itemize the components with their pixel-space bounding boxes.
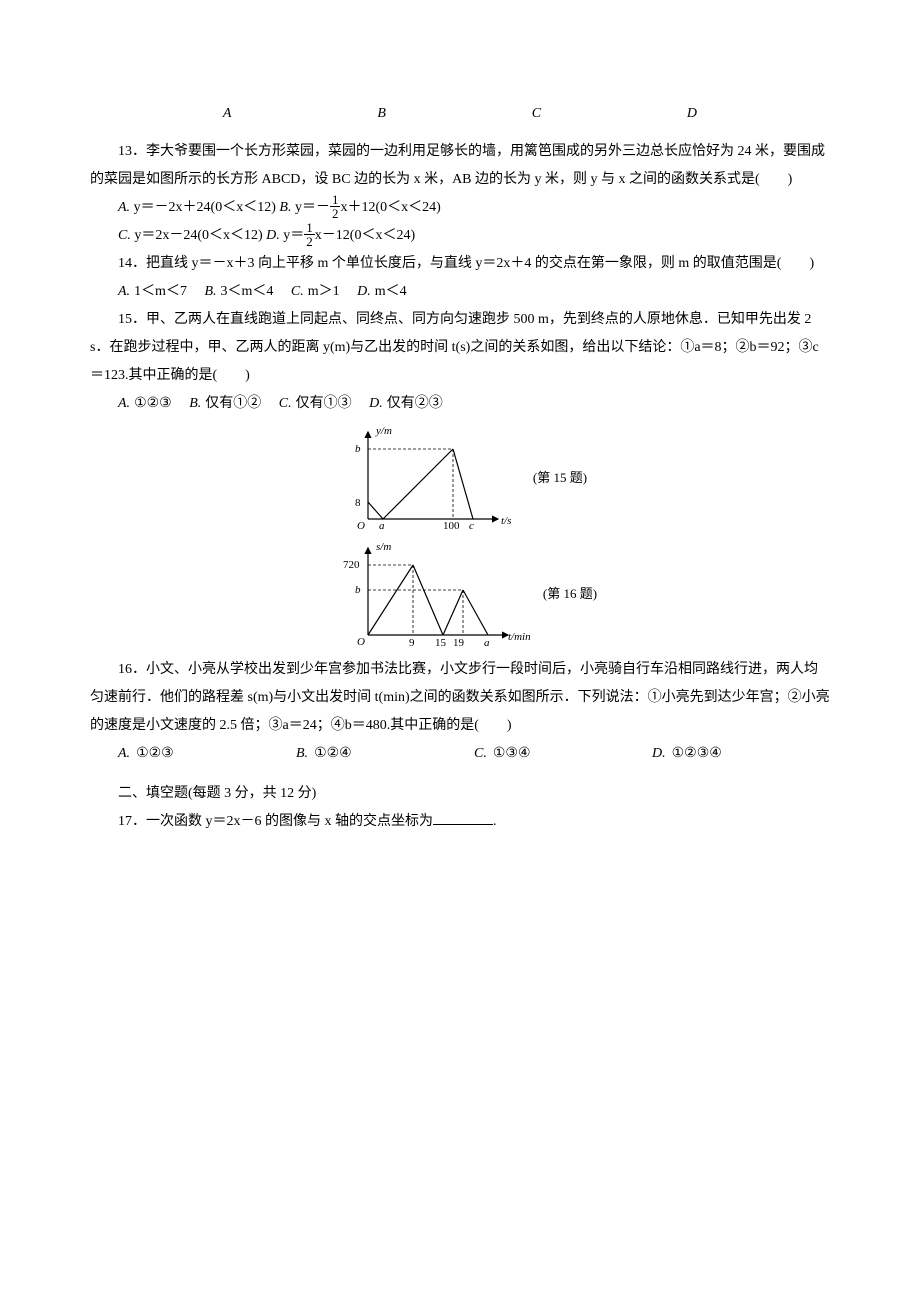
q14-optB-label: B.: [204, 284, 216, 299]
q15-100: 100: [443, 520, 460, 532]
q15-chart-svg: y/m b 8 O a 100 c t/s: [333, 424, 533, 534]
q13-optB-post: x＋12(0＜x＜24): [340, 200, 440, 215]
q14-optC-label: C.: [291, 284, 304, 299]
q15-O: O: [357, 520, 365, 532]
header-c: C: [532, 100, 541, 128]
q16-body: 小文、小亮从学校出发到少年宫参加书法比赛，小文步行一段时间后，小亮骑自行车沿相同…: [90, 662, 830, 733]
q15-optB-label: B.: [189, 396, 201, 411]
q16-options: A. ①②③ B. ①②④ C. ①③④ D. ①②③④: [90, 740, 830, 768]
q13-optD-frac: 12: [304, 221, 315, 248]
q13-num: 13．: [118, 144, 146, 159]
q16-19: 19: [453, 637, 465, 649]
q15-optC-label: C.: [279, 396, 292, 411]
header-b: B: [377, 100, 386, 128]
q16-chart-svg: s/m 720 b O 9 15 19 a t/min: [323, 540, 543, 650]
q13-options: A. y＝－2x＋24(0＜x＜12) B. y＝－12x＋12(0＜x＜24)…: [118, 194, 830, 250]
q15-caption: (第 15 题): [533, 470, 587, 485]
q15-b: b: [355, 443, 361, 455]
q13-optD-post: x－12(0＜x＜24): [315, 228, 415, 243]
q17-pre: 一次函数 y＝2x－6 的图像与 x 轴的交点坐标为: [146, 814, 433, 829]
q15-body: 甲、乙两人在直线跑道上同起点、同终点、同方向匀速跑步 500 m，先到终点的人原…: [90, 312, 819, 383]
q14-text: 14．把直线 y＝－x＋3 向上平移 m 个单位长度后，与直线 y＝2x＋4 的…: [90, 250, 830, 278]
q15-optA: ①②③: [134, 396, 172, 411]
q13-optA-label: A.: [118, 200, 130, 215]
header-a: A: [223, 100, 232, 128]
q15-num: 15．: [118, 312, 146, 327]
q16-caption: (第 16 题): [543, 586, 597, 601]
q17-text: 17．一次函数 y＝2x－6 的图像与 x 轴的交点坐标为.: [90, 808, 830, 836]
q15-options: A. ①②③ B. 仅有①② C. 仅有①③ D. 仅有②③: [90, 390, 830, 418]
q15-optA-label: A.: [118, 396, 130, 411]
q13-optA: y＝－2x＋24(0＜x＜12): [134, 200, 276, 215]
q17-post: .: [493, 814, 497, 829]
q15-c: c: [469, 520, 474, 532]
abcd-header-row: A B C D: [90, 100, 830, 128]
q16-optD: ①②③④: [672, 746, 722, 761]
q14-optA: 1＜m＜7: [134, 284, 187, 299]
q14-optB: 3＜m＜4: [221, 284, 274, 299]
q16-optC-label: C.: [474, 746, 487, 761]
q15-optD-label: D.: [369, 396, 383, 411]
q16-O: O: [357, 636, 365, 648]
q13-optB-label: B.: [279, 200, 291, 215]
q16-9: 9: [409, 637, 415, 649]
q14-optA-label: A.: [118, 284, 130, 299]
q13-optB-pre: y＝－: [295, 200, 330, 215]
q16-720: 720: [343, 559, 360, 571]
q16-optA: ①②③: [136, 746, 174, 761]
q13-text: 13．李大爷要围一个长方形菜园，菜园的一边利用足够长的墙，用篱笆围成的另外三边总…: [90, 138, 830, 194]
q16-optC: ①③④: [493, 746, 531, 761]
q16-figure: s/m 720 b O 9 15 19 a t/min (第 16 题): [90, 540, 830, 650]
q16-b: b: [355, 584, 361, 596]
q16-text: 16．小文、小亮从学校出发到少年宫参加书法比赛，小文步行一段时间后，小亮骑自行车…: [90, 656, 830, 740]
q16-ylabel: s/m: [376, 541, 391, 553]
q13-optD-label: D.: [266, 228, 280, 243]
q16-xlabel: t/min: [508, 631, 531, 643]
q16-num: 16．: [118, 662, 146, 677]
q16-optB-label: B.: [296, 746, 308, 761]
q16-optA-label: A.: [118, 746, 130, 761]
q15-xlabel: t/s: [501, 515, 511, 527]
q15-optB: 仅有①②: [205, 396, 261, 411]
q15-figure: y/m b 8 O a 100 c t/s (第 15 题): [90, 424, 830, 534]
section2-title: 二、填空题(每题 3 分，共 12 分): [90, 780, 830, 808]
q14-num: 14．: [118, 256, 146, 271]
q14-options: A. 1＜m＜7 B. 3＜m＜4 C. m＞1 D. m＜4: [90, 278, 830, 306]
q16-optB: ①②④: [314, 746, 352, 761]
q13-optC: y＝2x－24(0＜x＜12): [134, 228, 262, 243]
q15-optD: 仅有②③: [387, 396, 443, 411]
q13-optB-frac: 12: [330, 193, 341, 220]
q14-body: 把直线 y＝－x＋3 向上平移 m 个单位长度后，与直线 y＝2x＋4 的交点在…: [146, 256, 814, 271]
q15-ylabel: y/m: [375, 425, 392, 437]
q13-optC-label: C.: [118, 228, 131, 243]
q15-optC: 仅有①③: [296, 396, 352, 411]
q15-text: 15．甲、乙两人在直线跑道上同起点、同终点、同方向匀速跑步 500 m，先到终点…: [90, 306, 830, 390]
q14-optD: m＜4: [375, 284, 407, 299]
q16-optD-label: D.: [652, 746, 666, 761]
q13-body: 李大爷要围一个长方形菜园，菜园的一边利用足够长的墙，用篱笆围成的另外三边总长应恰…: [90, 144, 825, 187]
q17-num: 17．: [118, 814, 146, 829]
header-d: D: [687, 100, 697, 128]
q14-optD-label: D.: [357, 284, 371, 299]
q16-15: 15: [435, 637, 447, 649]
q14-optC: m＞1: [308, 284, 340, 299]
q13-optD-pre: y＝: [283, 228, 304, 243]
q17-blank: [433, 810, 493, 825]
q16-a: a: [484, 637, 490, 649]
q15-8: 8: [355, 497, 361, 509]
q15-a: a: [379, 520, 385, 532]
